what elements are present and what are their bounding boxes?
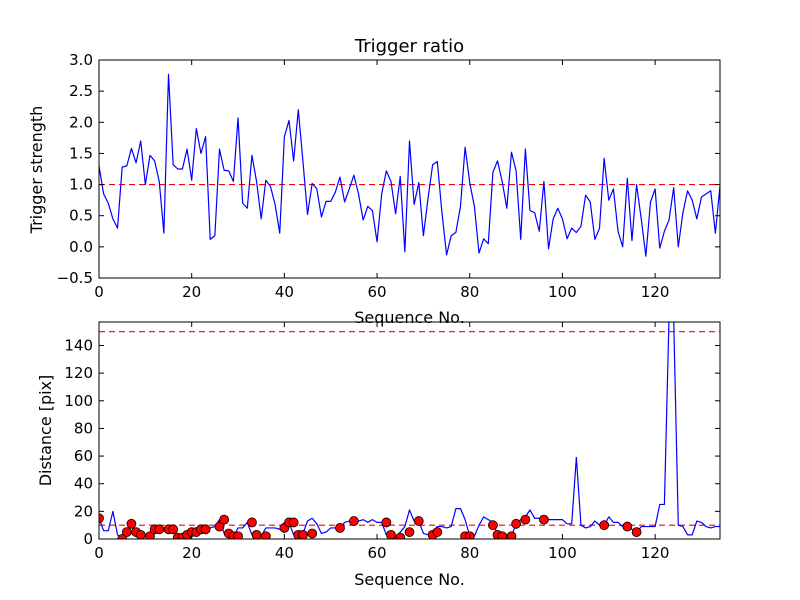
bottom-data-point [200,524,211,535]
top-x-tick-label: 40 [275,283,294,301]
bottom-data-point [381,517,392,528]
top-x-tick-label: 80 [460,283,479,301]
bottom-data-point [538,514,549,525]
top-y-tick-label: 1.0 [69,176,93,194]
top-plot-frame [98,59,721,279]
bottom-data-point [506,531,517,539]
bottom-plot-frame [98,321,721,540]
bottom-data-point [307,528,318,539]
top-x-tick-label: 100 [548,283,577,301]
bottom-x-tick-label: 40 [275,544,294,562]
chart-title: Trigger ratio [354,36,464,57]
top-x-tick-label: 60 [368,283,387,301]
top-x-axis-label: Sequence No. [354,308,465,327]
bottom-data-point [386,529,396,539]
bottom-data-point [631,527,642,537]
bottom-x-tick-label: 120 [641,544,670,562]
bottom-data-point [251,529,262,539]
bottom-data-point [488,520,498,531]
top-y-tick-label: 0.5 [69,207,93,225]
bottom-data-point [168,524,179,535]
top-y-tick-label: 2.0 [69,113,93,131]
bottom-data-point [348,516,359,526]
bottom-data-point [298,529,308,539]
top-y-tick-label: −0.5 [57,269,93,287]
bottom-data-point [233,531,243,539]
bottom-x-tick-label: 60 [368,544,387,562]
bottom-x-tick-label: 0 [94,544,104,562]
top-y-tick-label: 3.0 [69,51,93,69]
bottom-data-point [432,527,443,537]
bottom-y-tick-label: 80 [74,419,93,437]
bottom-y-tick-label: 40 [74,475,93,493]
bottom-x-tick-label: 100 [548,544,577,562]
top-x-tick-label: 120 [641,283,670,301]
bottom-data-point [599,520,610,531]
top-chart: 0 20 40 60 80 100 120 −0.5 0.0 0.5 1.0 1.5 2.0 2.5 3.0 [57,51,721,301]
bottom-y-tick-label: 20 [74,502,93,520]
bottom-data-point [135,529,146,539]
bottom-data-point [260,531,271,539]
bottom-x-axis-label: Sequence No. [354,570,465,589]
top-x-tick-label: 0 [94,283,104,301]
bottom-data-point [395,532,406,539]
bottom-data-point [214,521,225,532]
bottom-data-point [520,514,531,525]
bottom-data-point [404,527,415,537]
bottom-y-tick-label: 100 [64,392,93,410]
bottom-x-tick-label: 80 [460,544,479,562]
bottom-data-point [413,516,424,526]
bottom-data-point [219,514,230,525]
bottom-data-point [511,518,521,529]
top-y-tick-label: 2.5 [69,82,93,100]
bottom-data-point [335,523,345,533]
bottom-y-tick-label: 120 [64,364,93,382]
top-y-tick-label: 1.5 [69,144,93,162]
bottom-y-axis-label: Distance [pix] [36,375,55,487]
bottom-data-point [247,517,257,528]
bottom-data-point [126,518,137,529]
bottom-data-point [622,521,633,532]
bottom-data-point [99,513,104,524]
bottom-y-tick-label: 140 [64,336,93,354]
top-y-axis-label: Trigger strength [27,106,46,235]
bottom-y-tick-label: 0 [83,530,93,548]
bottom-chart: 0 20 40 60 80 100 120 0 20 40 60 80 100 120 140 [64,321,721,562]
bottom-data-point [154,524,165,535]
top-y-tick-label: 0.0 [69,238,93,256]
bottom-data-point [121,527,132,537]
bottom-data-point [288,517,299,528]
bottom-y-tick-label: 60 [74,447,93,465]
top-x-tick-label: 20 [182,283,201,301]
bottom-x-tick-label: 20 [182,544,201,562]
top-series-line [99,73,720,257]
bottom-series-line [99,322,720,539]
